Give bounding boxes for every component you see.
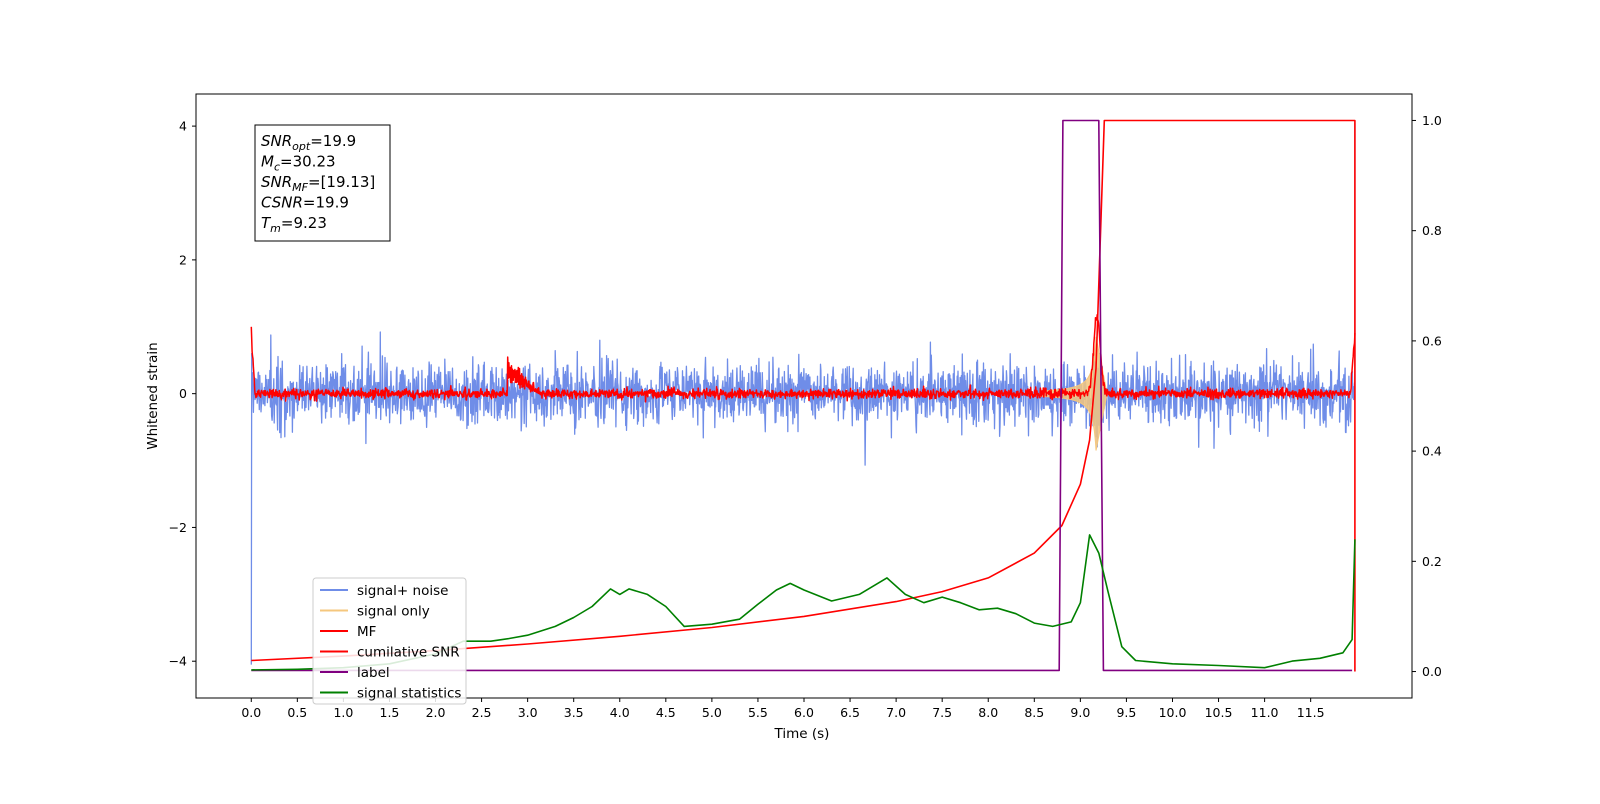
y2-tick-label: 0.8 bbox=[1422, 223, 1442, 238]
x-axis-ticks: 0.0 0.5 1.0 1.5 2.0 2.5 3.0 3.5 4.0 4.5 5.0 5.5 6.0 6… bbox=[241, 698, 1325, 720]
legend-frame bbox=[312, 577, 467, 705]
y-axis-label: Whitened strain bbox=[145, 342, 161, 449]
signal-statistics-line bbox=[251, 534, 1356, 671]
x-tick-label: 11.5 bbox=[1297, 705, 1325, 720]
legend-entry-label: MF bbox=[357, 624, 376, 640]
y-axis-ticks: −4 −2 0 2 4 bbox=[169, 119, 196, 669]
stats-box-frame bbox=[254, 124, 391, 242]
y-tick-label: 0 bbox=[179, 386, 187, 401]
x-tick-label: 11.0 bbox=[1251, 705, 1279, 720]
x-tick-label: 9.0 bbox=[1070, 705, 1090, 720]
mf-layer bbox=[250, 314, 1356, 403]
y2-tick-label: 0.0 bbox=[1422, 664, 1442, 679]
stats-line: SNRopt=19.9 bbox=[261, 132, 356, 153]
x-tick-label: 6.0 bbox=[794, 705, 814, 720]
x-tick-label: 0.5 bbox=[287, 705, 307, 720]
x-tick-label: 10.0 bbox=[1159, 705, 1187, 720]
x-axis-label: Time (s) bbox=[774, 726, 830, 742]
stats-box: SNRopt=19.9Mc=30.23SNRMF=[19.13]CSNR=19.… bbox=[254, 124, 391, 242]
x-tick-label: 8.5 bbox=[1024, 705, 1044, 720]
x-tick-label: 7.0 bbox=[886, 705, 906, 720]
plot-area bbox=[250, 119, 1356, 672]
x-tick-label: 7.5 bbox=[932, 705, 952, 720]
y2-tick-label: 0.6 bbox=[1422, 333, 1442, 348]
x-tick-label: 10.5 bbox=[1205, 705, 1233, 720]
x-tick-label: 2.5 bbox=[472, 705, 492, 720]
x-tick-label: 6.5 bbox=[840, 705, 860, 720]
x-tick-label: 4.5 bbox=[656, 705, 676, 720]
stats-line: Mc=30.23 bbox=[261, 153, 336, 174]
y2-axis-ticks: 0.0 0.2 0.4 0.6 0.8 1.0 bbox=[1412, 113, 1442, 679]
legend-entry-label: signal statistics bbox=[357, 686, 461, 702]
x-tick-label: 0.0 bbox=[241, 705, 261, 720]
y-tick-label: −4 bbox=[169, 654, 187, 669]
y-tick-label: 2 bbox=[179, 252, 187, 267]
stat-layer bbox=[251, 534, 1356, 671]
label-line bbox=[251, 119, 1353, 672]
x-tick-label: 4.0 bbox=[610, 705, 630, 720]
y2-tick-label: 0.4 bbox=[1422, 444, 1442, 459]
label-layer bbox=[251, 119, 1353, 672]
x-tick-label: 3.5 bbox=[564, 705, 584, 720]
y2-tick-label: 0.2 bbox=[1422, 554, 1442, 569]
stats-line: CSNR=19.9 bbox=[261, 194, 349, 212]
cumulative-snr-line bbox=[251, 119, 1356, 672]
x-tick-label: 5.0 bbox=[702, 705, 722, 720]
csnr-layer bbox=[251, 119, 1356, 672]
y-tick-label: −2 bbox=[169, 520, 187, 535]
y-tick-label: 4 bbox=[179, 119, 187, 134]
legend-entry-label: signal only bbox=[357, 604, 430, 620]
legend-entry-label: signal+ noise bbox=[357, 583, 448, 599]
x-tick-label: 1.0 bbox=[333, 705, 353, 720]
mf-line bbox=[250, 314, 1356, 403]
x-tick-label: 3.0 bbox=[518, 705, 538, 720]
legend-entry-label: label bbox=[357, 665, 390, 681]
x-tick-label: 8.0 bbox=[978, 705, 998, 720]
stats-line: SNRMF=[19.13] bbox=[261, 173, 375, 194]
x-tick-label: 2.0 bbox=[426, 705, 446, 720]
legend-entry-label: cumilative SNR bbox=[357, 645, 460, 661]
x-tick-label: 5.5 bbox=[748, 705, 768, 720]
legend: signal+ noise signal only MF cumilative SNR… bbox=[312, 577, 467, 705]
x-tick-label: 1.5 bbox=[380, 705, 400, 720]
x-tick-label: 9.5 bbox=[1116, 705, 1136, 720]
y2-tick-label: 1.0 bbox=[1422, 113, 1442, 128]
stats-line: Tm=9.23 bbox=[261, 214, 327, 235]
